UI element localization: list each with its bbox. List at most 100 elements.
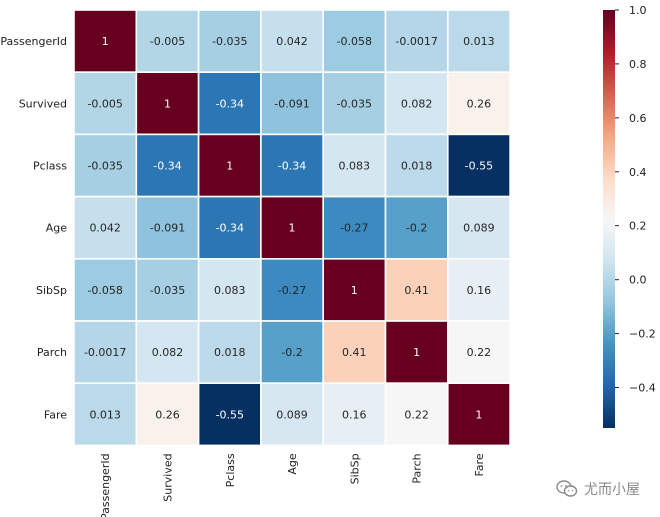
cell-value-label: -0.035 [150, 284, 185, 297]
heatmap-cell-survived-pclass [197, 71, 262, 136]
heatmap-cell-sibsp-passengerid [73, 257, 138, 322]
watermark: 尤而小屋 [556, 479, 640, 499]
heatmap-cell-pclass-fare [446, 133, 511, 198]
colorbar-tick-label: 0.6 [629, 112, 647, 125]
heatmap-cell-pclass-pclass [197, 133, 262, 198]
heatmap-cell-parch-survived [135, 320, 200, 385]
cell-value-label: 1 [475, 408, 482, 421]
heatmap-cell-passengerid-parch [384, 9, 449, 74]
cell-value-label: 0.22 [467, 346, 492, 359]
cell-value-label: 1 [102, 35, 109, 48]
row-label-survived: Survived [19, 97, 67, 110]
cell-value-label: 0.018 [401, 160, 433, 173]
column-labels: PassengerId Survived Pclass Age SibSp Parch Fa… [99, 453, 486, 517]
cell-value-label: -0.005 [150, 35, 185, 48]
cell-value-label: 0.22 [404, 408, 429, 421]
cell-value-label: -0.058 [87, 284, 122, 297]
cell-value-label: 0.018 [214, 346, 246, 359]
cell-value-label: -0.34 [216, 222, 244, 235]
cell-value-label: -0.035 [212, 35, 247, 48]
cell-value-label: 0.042 [89, 222, 121, 235]
heatmap-cell-pclass-sibsp [322, 133, 387, 198]
colorbar-tick-label: −0.4 [629, 382, 656, 395]
colorbar-tick-label: 0.8 [629, 58, 647, 71]
cell-value-label: -0.0017 [84, 346, 126, 359]
cell-value-label: 1 [413, 346, 420, 359]
cell-value-label: -0.27 [340, 222, 368, 235]
column-label-age: Age [286, 453, 299, 475]
cell-value-label: -0.005 [87, 97, 122, 110]
cell-value-label: -0.55 [465, 160, 493, 173]
heatmap-cell-pclass-age [260, 133, 324, 198]
heatmap-cell-survived-passengerid [73, 71, 138, 136]
colorbar: 1.0 0.8 0.6 0.4 0.2 0.0 −0.2 −0.4 [603, 4, 656, 428]
colorbar-tick-label: 0.4 [629, 166, 647, 179]
row-label-age: Age [46, 222, 68, 235]
column-label-sibsp: SibSp [348, 453, 361, 484]
cell-value-label: 0.16 [342, 408, 367, 421]
heatmap-cell-fare-parch [384, 382, 449, 447]
cell-value-label: 0.083 [214, 284, 246, 297]
heatmap-cell-fare-fare [446, 382, 511, 447]
row-labels: PassengerId Survived Pclass Age SibSp Parch Fa… [0, 35, 67, 421]
heatmap-cell-fare-age [260, 382, 324, 447]
cell-value-label: -0.091 [150, 222, 185, 235]
cell-value-label: -0.55 [216, 408, 244, 421]
heatmap-cell-fare-pclass [197, 382, 262, 447]
heatmap-cell-survived-fare [446, 71, 511, 136]
cell-value-label: 0.16 [467, 284, 492, 297]
cell-value-label: 0.042 [276, 35, 308, 48]
heatmap-cell-fare-sibsp [322, 382, 387, 447]
column-label-survived: Survived [162, 453, 175, 501]
heatmap-cell-parch-passengerid [73, 320, 138, 385]
cell-value-label: -0.0017 [395, 35, 437, 48]
heatmap-cell-age-parch [384, 195, 449, 260]
heatmap-cell-passengerid-survived [135, 9, 200, 74]
cell-value-label: 1 [351, 284, 358, 297]
cell-value-label: 1 [164, 97, 171, 110]
cell-value-label: -0.035 [87, 160, 122, 173]
heatmap-cell-sibsp-pclass [197, 257, 262, 322]
colorbar-tick-label: 0.2 [629, 220, 647, 233]
row-label-sibsp: SibSp [36, 284, 67, 297]
column-label-fare: Fare [473, 453, 486, 476]
cell-value-label: 0.41 [342, 346, 367, 359]
row-label-passengerid: PassengerId [0, 35, 67, 48]
heatmap-cell-survived-sibsp [322, 71, 387, 136]
heatmap-cell-parch-fare [446, 320, 511, 385]
heatmap-cell-age-survived [135, 195, 200, 260]
heatmap-cell-parch-sibsp [322, 320, 387, 385]
cell-value-label: 0.089 [276, 408, 308, 421]
row-label-parch: Parch [37, 346, 67, 359]
cell-value-label: 0.013 [89, 408, 121, 421]
cell-value-label: -0.2 [281, 346, 302, 359]
cell-value-label: 0.26 [467, 97, 492, 110]
heatmap-cells: 1 -0.005 -0.035 0.042 -0.058 -0.0017 0.013 -0.0… [73, 9, 511, 447]
colorbar-tick-label: 1.0 [629, 4, 647, 17]
row-label-fare: Fare [44, 408, 67, 421]
heatmap-cell-passengerid-passengerid [73, 9, 138, 74]
cell-value-label: -0.035 [337, 97, 372, 110]
heatmap-cell-pclass-survived [135, 133, 200, 198]
cell-value-label: 1 [226, 160, 233, 173]
cell-value-label: 1 [289, 222, 296, 235]
cell-value-label: 0.082 [152, 346, 184, 359]
colorbar-tick-label: 0.0 [629, 274, 647, 287]
cell-value-label: 0.083 [339, 160, 371, 173]
cell-value-label: -0.091 [274, 97, 309, 110]
cell-value-label: -0.058 [337, 35, 372, 48]
heatmap-cell-age-passengerid [73, 195, 138, 260]
cell-value-label: 0.089 [463, 222, 495, 235]
wechat-icon [556, 480, 578, 497]
column-label-pclass: Pclass [224, 453, 237, 487]
cell-value-label: -0.2 [406, 222, 427, 235]
cell-value-label: -0.34 [278, 160, 306, 173]
cell-value-label: 0.41 [404, 284, 429, 297]
watermark-text: 尤而小屋 [584, 482, 640, 498]
heatmap-cell-age-fare [446, 195, 511, 260]
column-label-parch: Parch [411, 453, 424, 483]
cell-value-label: -0.34 [153, 160, 181, 173]
row-label-pclass: Pclass [33, 160, 67, 173]
colorbar-gradient [603, 10, 615, 428]
